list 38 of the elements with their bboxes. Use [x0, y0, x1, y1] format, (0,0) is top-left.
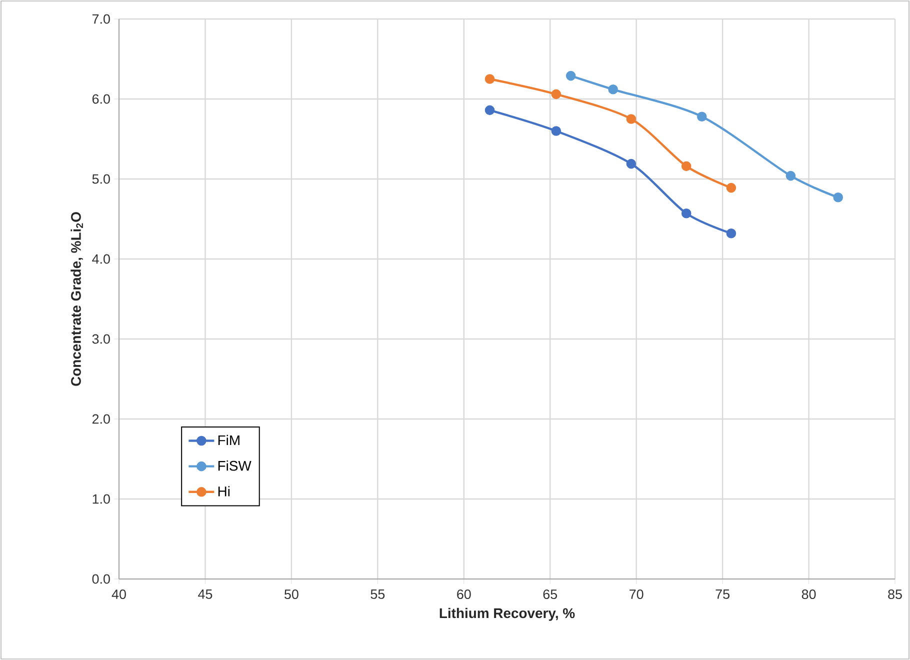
x-tick-label: 65: [543, 590, 558, 600]
x-tick-label: 85: [888, 590, 902, 600]
y-tick-label: 4.0: [92, 254, 110, 264]
point: [566, 70, 576, 81]
point: [484, 105, 495, 116]
point: [726, 228, 736, 238]
x-tick-label: 70: [630, 590, 644, 600]
point: [551, 89, 562, 100]
y-tick-label: 5.0: [92, 174, 110, 184]
point: [786, 170, 796, 181]
y-tick-label: 2.0: [92, 414, 110, 424]
x-tick-label: 60: [457, 590, 471, 600]
point: [608, 84, 618, 94]
x-axis-title: Lithium Recovery, %: [440, 608, 575, 621]
y-tick-label: 7.0: [92, 14, 110, 24]
y-tick-label: 1.0: [92, 494, 110, 504]
y-tick-label: 0.0: [92, 574, 110, 584]
point: [551, 126, 562, 136]
point: [726, 182, 736, 193]
legend-label: FiSW: [218, 460, 252, 471]
x-tick-label: 40: [112, 590, 126, 600]
point: [484, 74, 495, 84]
y-tick-label: 3.0: [92, 334, 110, 344]
y-tick-label: 6.0: [92, 94, 110, 104]
point: [626, 158, 636, 169]
legend-label: Hi: [218, 486, 230, 496]
point: [681, 208, 692, 218]
x-tick-label: 45: [198, 590, 212, 599]
x-tick-label: 50: [284, 590, 298, 600]
y-axis-title: Concentrate Grade, %Li$_{2}$O: [70, 212, 83, 386]
point: [681, 161, 692, 172]
x-tick-label: 80: [802, 590, 816, 600]
x-tick-label: 75: [716, 590, 730, 599]
x-tick-label: 55: [370, 590, 385, 599]
point: [696, 112, 707, 122]
legend-label: FiM: [218, 434, 240, 446]
point: [626, 114, 636, 124]
point: [833, 192, 843, 202]
